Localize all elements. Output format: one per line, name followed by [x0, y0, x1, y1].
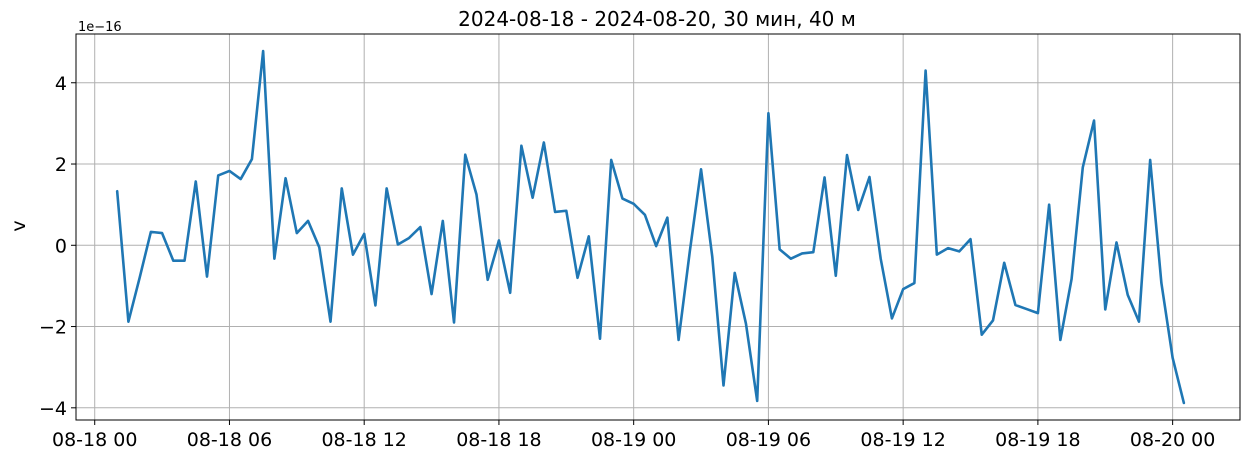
- x-tick-label: 08-18 06: [187, 429, 272, 451]
- y-tick-label: −2: [39, 317, 67, 339]
- x-tick-label: 08-19 00: [591, 429, 676, 451]
- x-tick-label: 08-19 12: [860, 429, 945, 451]
- x-axis-ticks: 08-18 00 08-18 06 08-18 12 08-18 18 08-19 00…: [52, 420, 1215, 451]
- y-axis-offset-label: 1e−16: [78, 20, 122, 35]
- y-tick-label: 4: [55, 73, 67, 95]
- y-axis-label: v: [8, 220, 30, 231]
- chart-title: 2024-08-18 - 2024-08-20, 30 мин, 40 м: [458, 7, 856, 31]
- x-tick-label: 08-19 18: [995, 429, 1080, 451]
- series-line: [115, 49, 1186, 405]
- plot-frame: [75, 33, 1241, 421]
- x-tick-label: 08-18 12: [321, 429, 406, 451]
- grid-lines: [76, 34, 1240, 420]
- x-tick-label: 08-18 18: [456, 429, 541, 451]
- x-tick-label: 08-19 06: [726, 429, 811, 451]
- y-axis-ticks: −4 −2 0 2 4: [39, 73, 76, 420]
- y-tick-label: −4: [39, 398, 67, 420]
- x-tick-label: 08-20 00: [1130, 429, 1215, 451]
- series-layer: [115, 49, 1186, 405]
- y-tick-label: 0: [55, 235, 67, 257]
- y-tick-label: 2: [55, 154, 67, 176]
- x-tick-label: 08-18 00: [52, 429, 137, 451]
